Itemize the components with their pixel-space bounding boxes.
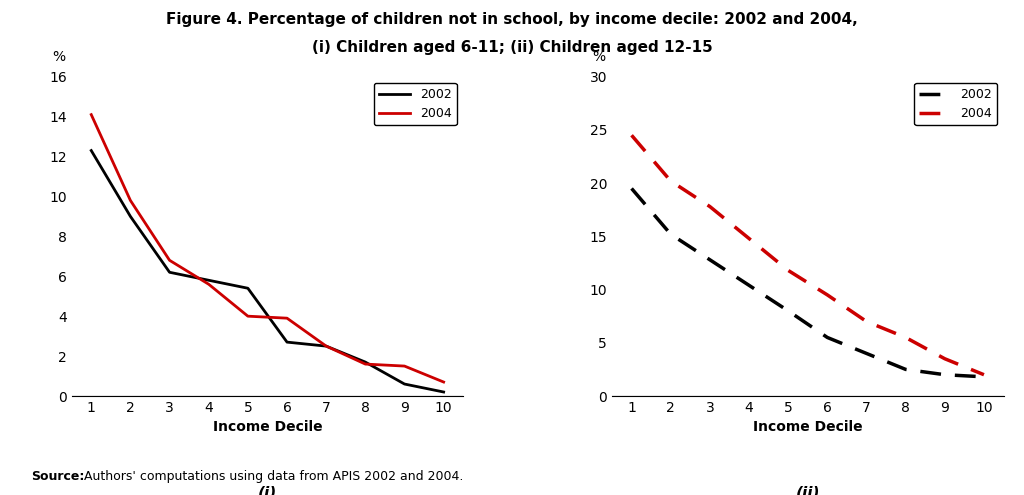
2002 — [242, 285, 254, 291]
2004 — [321, 343, 333, 349]
X-axis label: Income Decile: Income Decile — [753, 420, 862, 435]
2004 — [281, 315, 293, 321]
Line: 2004: 2004 — [91, 115, 443, 382]
Text: (i): (i) — [258, 486, 278, 495]
2004 — [124, 198, 136, 203]
2004 — [164, 257, 176, 263]
2002 — [203, 277, 215, 283]
2004 — [665, 178, 677, 184]
2004 — [242, 313, 254, 319]
2002 — [782, 308, 795, 314]
2002 — [124, 213, 136, 219]
2004 — [437, 379, 450, 385]
2002 — [978, 374, 990, 380]
2002 — [626, 186, 638, 192]
2002 — [860, 350, 872, 356]
2002 — [281, 339, 293, 345]
2004 — [860, 319, 872, 325]
Text: Figure 4. Percentage of children not in school, by income decile: 2002 and 2004,: Figure 4. Percentage of children not in … — [166, 12, 858, 27]
2004 — [742, 236, 755, 242]
2002 — [321, 343, 333, 349]
2004 — [978, 372, 990, 378]
2004 — [203, 281, 215, 287]
2004 — [398, 363, 411, 369]
Legend: 2002, 2004: 2002, 2004 — [914, 83, 997, 125]
2002 — [164, 269, 176, 275]
2004 — [899, 335, 911, 341]
Text: (i) Children aged 6-11; (ii) Children aged 12-15: (i) Children aged 6-11; (ii) Children ag… — [311, 40, 713, 54]
Text: (ii): (ii) — [796, 486, 820, 495]
Line: 2002: 2002 — [632, 189, 984, 377]
2002 — [703, 257, 716, 263]
2002 — [398, 381, 411, 387]
Text: %: % — [52, 50, 66, 64]
2004 — [85, 112, 97, 118]
2004 — [626, 132, 638, 138]
2004 — [821, 292, 834, 298]
Text: Source:: Source: — [31, 470, 84, 483]
2002 — [939, 372, 951, 378]
2002 — [821, 335, 834, 341]
2002 — [85, 148, 97, 153]
Line: 2002: 2002 — [91, 150, 443, 392]
Legend: 2002, 2004: 2002, 2004 — [374, 83, 457, 125]
Text: Authors' computations using data from APIS 2002 and 2004.: Authors' computations using data from AP… — [80, 470, 463, 483]
2004 — [359, 361, 372, 367]
2002 — [742, 282, 755, 288]
Text: %: % — [593, 50, 605, 64]
Line: 2004: 2004 — [632, 135, 984, 375]
2002 — [359, 359, 372, 365]
2004 — [939, 356, 951, 362]
X-axis label: Income Decile: Income Decile — [213, 420, 323, 435]
2002 — [665, 231, 677, 237]
2004 — [782, 267, 795, 273]
2004 — [703, 203, 716, 209]
2002 — [899, 366, 911, 372]
2002 — [437, 389, 450, 395]
